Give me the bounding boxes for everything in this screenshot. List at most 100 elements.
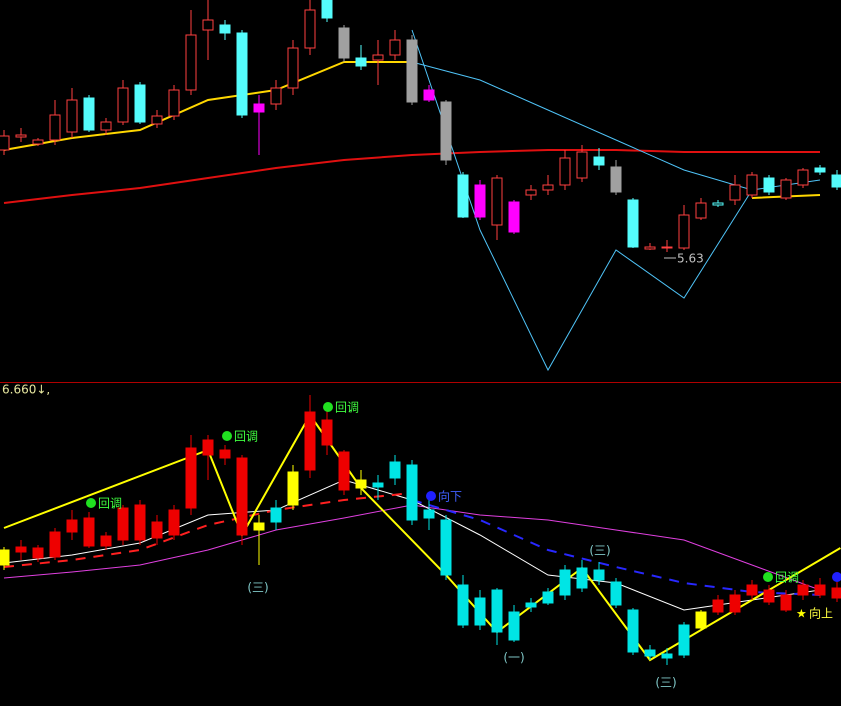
- candle-body: [100, 121, 112, 131]
- candle-body: [644, 246, 656, 250]
- candle-body: [202, 19, 214, 31]
- candle-body: [440, 101, 452, 161]
- candle-body: [763, 177, 775, 193]
- candle-body: [100, 535, 112, 547]
- signal-star: ★: [796, 607, 807, 621]
- wave-label: (三): [655, 676, 676, 690]
- candle-body: [389, 39, 401, 56]
- candle-body: [712, 202, 724, 206]
- candle-body: [49, 531, 61, 558]
- candle-body: [15, 134, 27, 138]
- candle-body: [0, 549, 10, 566]
- candle-body: [134, 504, 146, 541]
- candle-body: [83, 517, 95, 547]
- candle-body: [831, 174, 841, 188]
- candle-body: [66, 99, 78, 133]
- candle-body: [525, 602, 537, 608]
- signal-label: 回调: [775, 571, 799, 585]
- candle-body: [270, 87, 282, 105]
- wave-label: (三): [247, 581, 268, 595]
- candle-body: [321, 419, 333, 446]
- candle-body: [559, 569, 571, 596]
- candle-body: [627, 609, 639, 653]
- candle-body: [491, 589, 503, 633]
- candle-body: [83, 97, 95, 131]
- candle-body: [610, 581, 622, 606]
- candle-body: [389, 461, 401, 479]
- signal-dot: [86, 498, 96, 508]
- candle-body: [508, 611, 520, 641]
- candle-body: [117, 87, 129, 123]
- candle-body: [729, 594, 741, 613]
- candle-body: [151, 521, 163, 539]
- candle-body: [491, 177, 503, 226]
- candle-body: [457, 584, 469, 626]
- signal-dot: [832, 572, 841, 582]
- candle-body: [168, 509, 180, 536]
- candle-body: [134, 84, 146, 123]
- indicator-line: [3, 149, 820, 204]
- candle-body: [559, 157, 571, 186]
- candle-body: [593, 156, 605, 166]
- candle-body: [355, 479, 367, 489]
- signal-label: 回调: [234, 430, 258, 444]
- candle-body: [814, 167, 826, 173]
- candle-body: [542, 591, 554, 604]
- candle-body: [321, 0, 333, 19]
- candle-body: [66, 519, 78, 533]
- candle-body: [474, 597, 486, 626]
- candle-body: [219, 449, 231, 459]
- candle-body: [729, 184, 741, 201]
- candle-body: [117, 507, 129, 541]
- candle-body: [32, 139, 44, 145]
- candle-body: [763, 589, 775, 603]
- candle-body: [440, 519, 452, 576]
- candle-body: [372, 482, 384, 488]
- candle-body: [338, 27, 350, 59]
- candle-body: [712, 599, 724, 613]
- candle-body: [695, 202, 707, 219]
- candle-body: [474, 184, 486, 218]
- candle-body: [814, 584, 826, 596]
- candle-body: [202, 439, 214, 456]
- candle-body: [219, 24, 231, 34]
- candle-body: [627, 199, 639, 248]
- signal-dot: [426, 491, 436, 501]
- low-label: 5.63: [677, 252, 704, 266]
- candle-body: [406, 464, 418, 521]
- candle-body: [0, 135, 10, 151]
- candle-body: [695, 611, 707, 629]
- candle-body: [287, 471, 299, 506]
- candle-body: [32, 547, 44, 559]
- candle-body: [304, 9, 316, 49]
- annotations: 5.63 6.660↓, 回调 回调 回调 回调 向下 ★ 向上 (三) (一)…: [2, 252, 841, 690]
- indicator-header: 6.660↓,: [2, 383, 50, 397]
- candle-body: [49, 114, 61, 141]
- indicator-line: [411, 29, 753, 372]
- candle-body: [508, 201, 520, 233]
- candle-body: [457, 174, 469, 218]
- candle-body: [780, 179, 792, 199]
- candle-body: [355, 57, 367, 67]
- signal-label: 回调: [335, 401, 359, 415]
- signal-label: 向下: [438, 489, 462, 504]
- wave-label: (一): [503, 651, 524, 665]
- candle-body: [168, 89, 180, 117]
- candle-body: [270, 507, 282, 523]
- indicator-line: [3, 413, 841, 662]
- candle-body: [423, 89, 435, 101]
- candle-body: [236, 32, 248, 116]
- candle-body: [185, 447, 197, 509]
- signal-dot: [323, 402, 333, 412]
- marks: [0, 0, 841, 665]
- candle-body: [644, 649, 656, 657]
- candle-body: [542, 184, 554, 191]
- candle-body: [338, 451, 350, 491]
- candle-body: [253, 522, 265, 531]
- candle-body: [304, 411, 316, 471]
- candle-body: [797, 584, 809, 596]
- signal-dot: [763, 572, 773, 582]
- candle-body: [236, 457, 248, 536]
